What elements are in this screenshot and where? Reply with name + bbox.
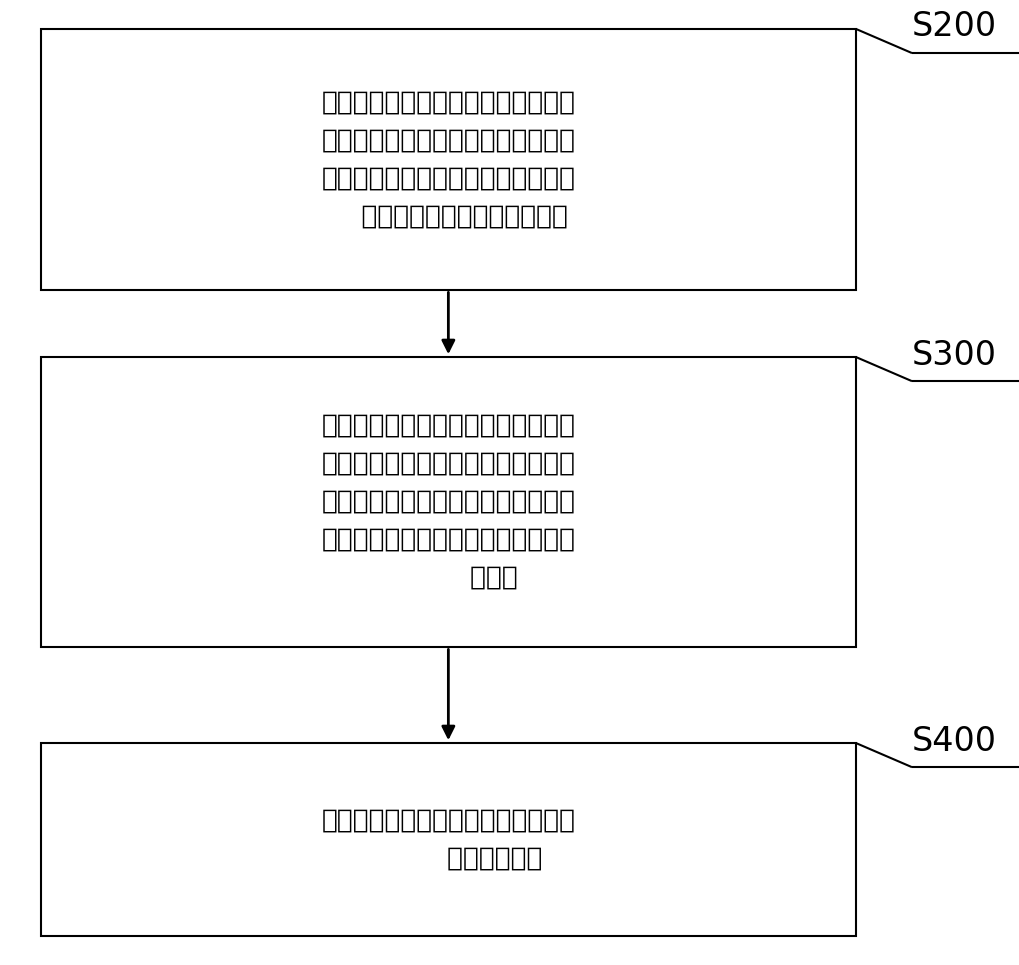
Text: 所述机器人根据各所述程序指令，执
           行相应的动作: 所述机器人根据各所述程序指令，执 行相应的动作 <box>321 808 576 871</box>
Text: S200: S200 <box>912 11 998 43</box>
Bar <box>41 357 856 647</box>
Text: 所述机器人对所述机器人脚本进行解
析，得到所述机器人专用动作函数，
根据所述机器人专用动作函数以及所
述运动控制配置文件生成至少一条程
           序: 所述机器人对所述机器人脚本进行解 析，得到所述机器人专用动作函数， 根据所述机器… <box>321 413 576 591</box>
Text: S300: S300 <box>912 339 997 372</box>
Text: 机器人接收机器人运动控制文件，所
述机器人运动控制文件包括机器人脚
本和运动控制配置文件，所述机器人
    脚本包括机器人专用动作函数: 机器人接收机器人运动控制文件，所 述机器人运动控制文件包括机器人脚 本和运动控制… <box>321 89 576 230</box>
Bar <box>41 743 856 936</box>
Bar <box>41 29 856 290</box>
Text: S400: S400 <box>912 725 997 758</box>
